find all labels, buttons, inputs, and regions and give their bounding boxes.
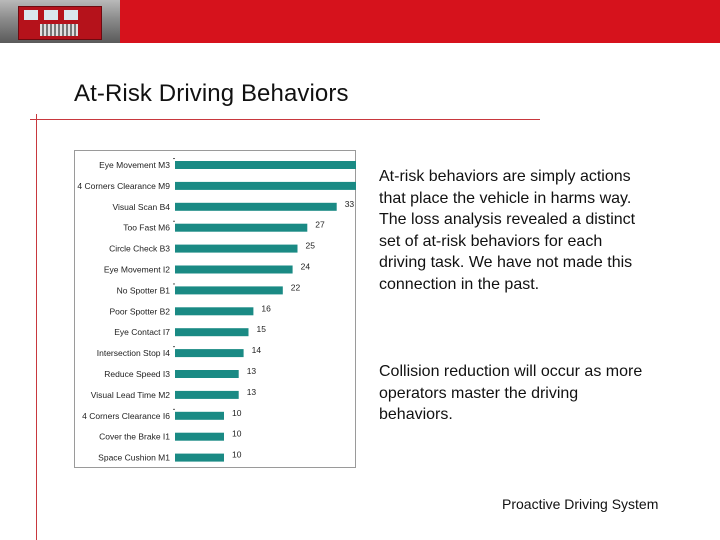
value-label: 16 [261, 303, 271, 313]
category-label: 4 Corners Clearance I6 [82, 411, 170, 421]
value-label: 33 [345, 199, 355, 209]
value-label: 24 [301, 262, 311, 272]
axis-ticks [173, 158, 175, 473]
value-label: 13 [247, 366, 257, 376]
bar [175, 244, 298, 253]
category-label: Space Cushion M1 [98, 453, 170, 463]
value-label: 10 [232, 408, 242, 418]
bar [175, 453, 224, 462]
bar [175, 328, 249, 337]
category-label: Intersection Stop I4 [97, 348, 171, 358]
bar [175, 390, 239, 399]
bar [175, 432, 224, 441]
bar [175, 286, 283, 295]
vertical-rule [36, 114, 37, 540]
bar [175, 265, 293, 274]
bar-chart-svg: Eye Movement M3 4 Corners Clearance M9 Vis… [74, 150, 433, 473]
category-label: Reduce Speed I3 [104, 369, 170, 379]
category-label: Too Fast M6 [123, 223, 170, 233]
value-label: 14 [252, 345, 262, 355]
value-label: 15 [257, 324, 267, 334]
category-label: Poor Spotter B2 [110, 306, 171, 316]
truck-window [44, 10, 58, 20]
description-paragraph: At-risk behaviors are simply actions tha… [379, 168, 636, 293]
header-band [120, 0, 720, 43]
category-label: Visual Scan B4 [113, 202, 171, 212]
chart-frame [74, 150, 356, 468]
bar [175, 202, 337, 211]
footer-text: Proactive Driving System [502, 496, 659, 512]
bar [175, 307, 254, 316]
value-label: 27 [315, 220, 325, 230]
category-label: Eye Contact I7 [114, 327, 170, 337]
horizontal-rule [30, 119, 540, 120]
bar [175, 349, 244, 358]
conclusion-paragraph: Collision reduction will occur as more o… [379, 363, 643, 424]
bar-chart: Eye Movement M3 4 Corners Clearance M9 Vis… [74, 150, 433, 473]
value-label: 22 [291, 282, 301, 292]
value-label: 13 [247, 387, 257, 397]
bar [175, 181, 396, 190]
category-label: Circle Check B3 [109, 244, 170, 254]
bar [175, 370, 239, 378]
category-label: Visual Lead Time M2 [91, 390, 170, 400]
fire-truck-photo [0, 0, 120, 43]
category-label: Eye Movement I2 [104, 265, 170, 275]
category-label: No Spotter B1 [117, 285, 171, 295]
truck-window [64, 10, 78, 20]
bar [175, 411, 224, 420]
category-label: Cover the Brake I1 [99, 432, 170, 442]
slide-title: At-Risk Driving Behaviors [74, 80, 349, 107]
category-label: Eye Movement M3 [99, 160, 170, 170]
category-label: 4 Corners Clearance M9 [77, 181, 170, 191]
bar [175, 161, 416, 169]
value-label: 10 [232, 450, 242, 460]
bar [175, 223, 308, 232]
truck-window [24, 10, 38, 20]
truck-grille [40, 24, 78, 36]
value-label: 25 [306, 241, 316, 251]
bars [175, 161, 416, 462]
value-label: 10 [232, 429, 242, 439]
category-labels: Eye Movement M3 4 Corners Clearance M9 Vis… [77, 160, 170, 463]
